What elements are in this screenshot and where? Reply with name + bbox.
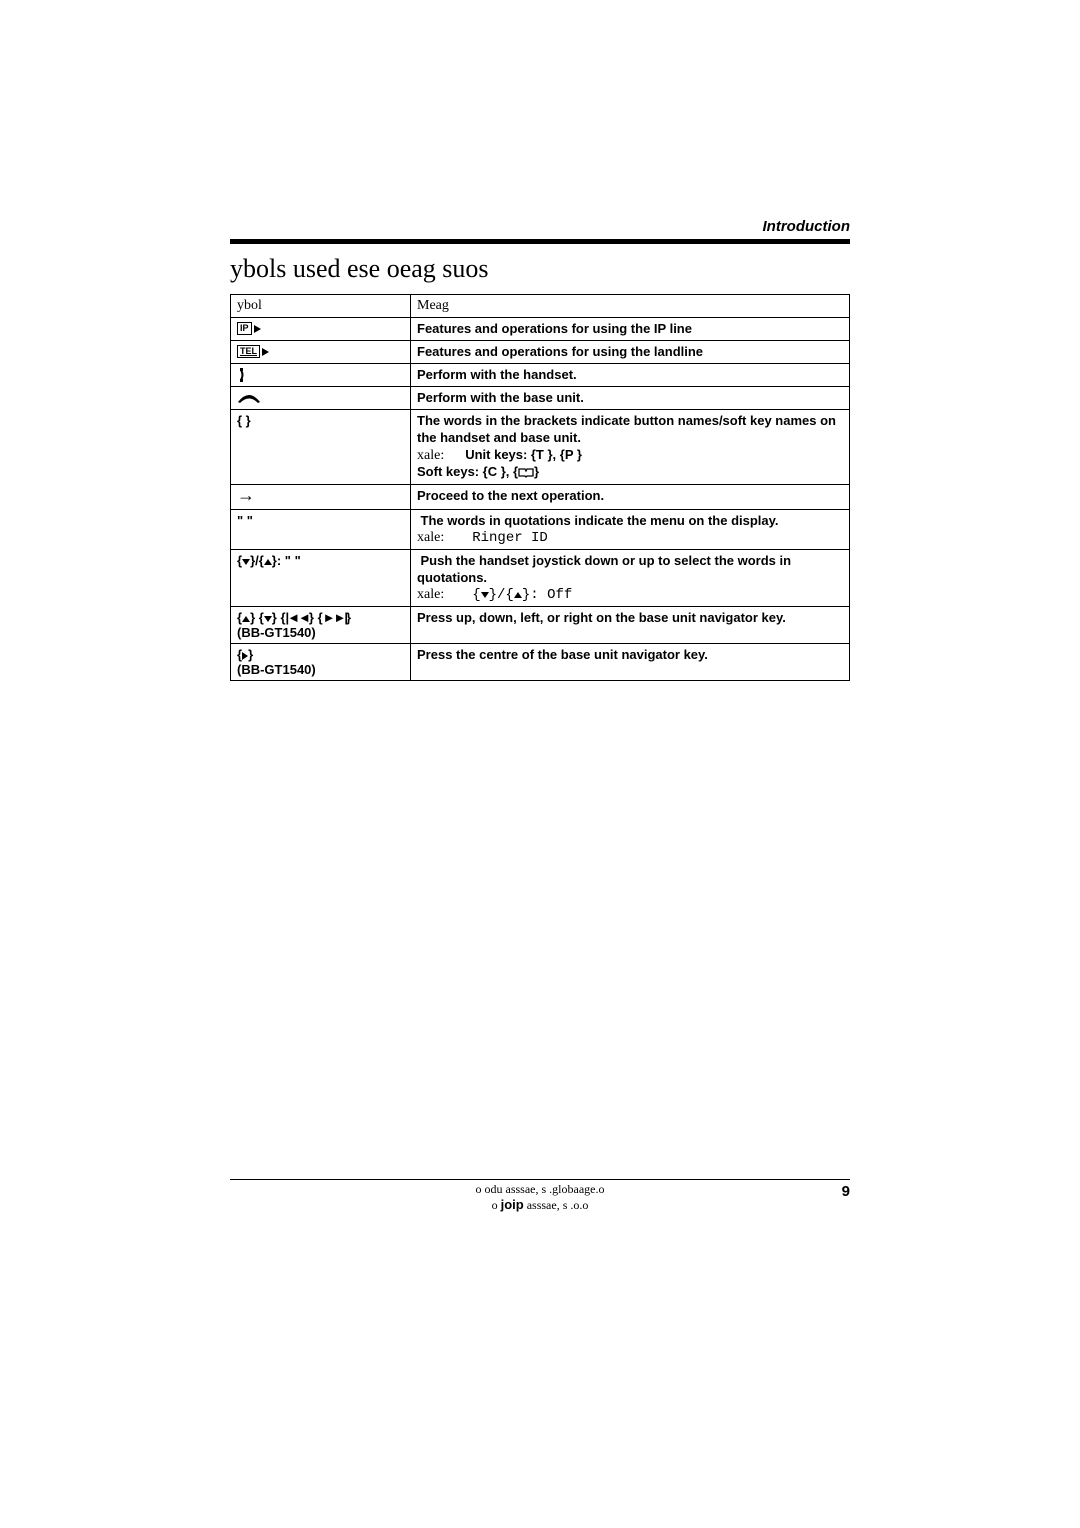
table-row: {}/{}: " " Push the handset joystick dow… [231, 550, 850, 607]
section-label: Introduction [230, 218, 850, 235]
symbol-cell-centre: {} (BB-GT1540) [231, 644, 411, 681]
footer-post: asssae, s .o.o [527, 1198, 589, 1212]
triangle-down-icon [264, 616, 272, 622]
meaning-cell: Push the handset joystick down or up to … [411, 550, 850, 607]
table-row: TEL Features and operations for using th… [231, 341, 850, 364]
joystick-desc: Push the handset joystick down or up to … [417, 553, 791, 585]
play-icon [262, 348, 269, 356]
brackets-desc: The words in the brackets indicate butto… [417, 413, 836, 445]
footer-line-1: o odu asssae, s .globaage.o [230, 1182, 850, 1198]
symbol-cell-navigator: {} {} {|◄◄} {►►|} (BB-GT1540) [231, 607, 411, 644]
table-row: { } The words in the brackets indicate b… [231, 410, 850, 485]
symbol-cell-quotes: " " [231, 510, 411, 550]
table-row: {} (BB-GT1540) Press the centre of the b… [231, 644, 850, 681]
symbol-cell-brackets: { } [231, 410, 411, 485]
table-row: Perform with the handset. [231, 364, 850, 387]
table-header-row: ybol Meag [231, 295, 850, 318]
meaning-cell: Features and operations for using the la… [411, 341, 850, 364]
example-label: xale: [417, 530, 444, 545]
page-footer: 9 o odu asssae, s .globaage.o o joip ass… [230, 1179, 850, 1214]
meaning-cell: Proceed to the next operation. [411, 485, 850, 510]
symbol-cell-arrow: → [231, 485, 411, 510]
page-number: 9 [842, 1183, 850, 1200]
unit-keys-label: Unit keys: [465, 447, 527, 462]
soft-key-book-icon: {} [513, 464, 539, 479]
footer-rule [230, 1179, 850, 1180]
skip-back-icon: |◄◄ [286, 610, 309, 625]
soft-keys-label: Soft keys: [417, 464, 479, 479]
meaning-cell: Perform with the handset. [411, 364, 850, 387]
symbol-cell-base [231, 387, 411, 410]
meaning-cell: Features and operations for using the IP… [411, 318, 850, 341]
model-label: (BB-GT1540) [237, 662, 316, 677]
meaning-cell: Press the centre of the base unit naviga… [411, 644, 850, 681]
meaning-cell: The words in quotations indicate the men… [411, 510, 850, 550]
example-arrows: {}/{}: [472, 587, 547, 603]
meaning-cell: Press up, down, left, or right on the ba… [411, 607, 850, 644]
footer-line-2: o joip asssae, s .o.o [230, 1197, 850, 1214]
handset-icon [237, 367, 249, 383]
example-label: xale: [417, 587, 444, 602]
example-label: xale: [417, 448, 444, 463]
model-label: (BB-GT1540) [237, 625, 316, 640]
quotes-desc: The words in quotations indicate the men… [421, 513, 779, 528]
triangle-right-icon [242, 652, 248, 660]
table-row: Perform with the base unit. [231, 387, 850, 410]
table-row: → Proceed to the next operation. [231, 485, 850, 510]
table-row: IP Features and operations for using the… [231, 318, 850, 341]
ip-icon: IP [237, 322, 252, 335]
soft-keys-value: {C }, [483, 464, 513, 479]
symbol-cell-ip: IP [231, 318, 411, 341]
tel-icon: TEL [237, 345, 260, 358]
example-value: Ringer ID [472, 530, 548, 546]
play-icon [254, 325, 261, 333]
triangle-up-icon [264, 559, 272, 565]
skip-forward-icon: ►►| [323, 610, 346, 625]
arrow-right-icon: → [237, 485, 255, 505]
content-area: Introduction ybols used ese oeag suos yb… [230, 218, 850, 681]
page-title: ybols used ese oeag suos [230, 254, 850, 284]
page: Introduction ybols used ese oeag suos yb… [0, 0, 1080, 1528]
header-meaning: Meag [411, 295, 850, 318]
symbol-cell-handset [231, 364, 411, 387]
symbol-cell-tel: TEL [231, 341, 411, 364]
meaning-cell: Perform with the base unit. [411, 387, 850, 410]
triangle-down-icon [242, 559, 250, 565]
table-row: " " The words in quotations indicate the… [231, 510, 850, 550]
header-symbol: ybol [231, 295, 411, 318]
symbol-cell-joystick: {}/{}: " " [231, 550, 411, 607]
footer-pre: o [492, 1198, 501, 1212]
meaning-cell: The words in the brackets indicate butto… [411, 410, 850, 485]
joystick-suffix: : " " [277, 553, 301, 568]
footer-brand: joip [501, 1197, 524, 1212]
triangle-up-icon [242, 616, 250, 622]
symbols-table: ybol Meag IP Features and operations for… [230, 294, 850, 681]
table-row: {} {} {|◄◄} {►►|} (BB-GT1540) Press up, … [231, 607, 850, 644]
unit-keys-value: {T }, {P } [531, 447, 582, 462]
header-rule [230, 239, 850, 244]
example-value: Off [547, 587, 572, 603]
base-unit-icon [237, 392, 261, 404]
